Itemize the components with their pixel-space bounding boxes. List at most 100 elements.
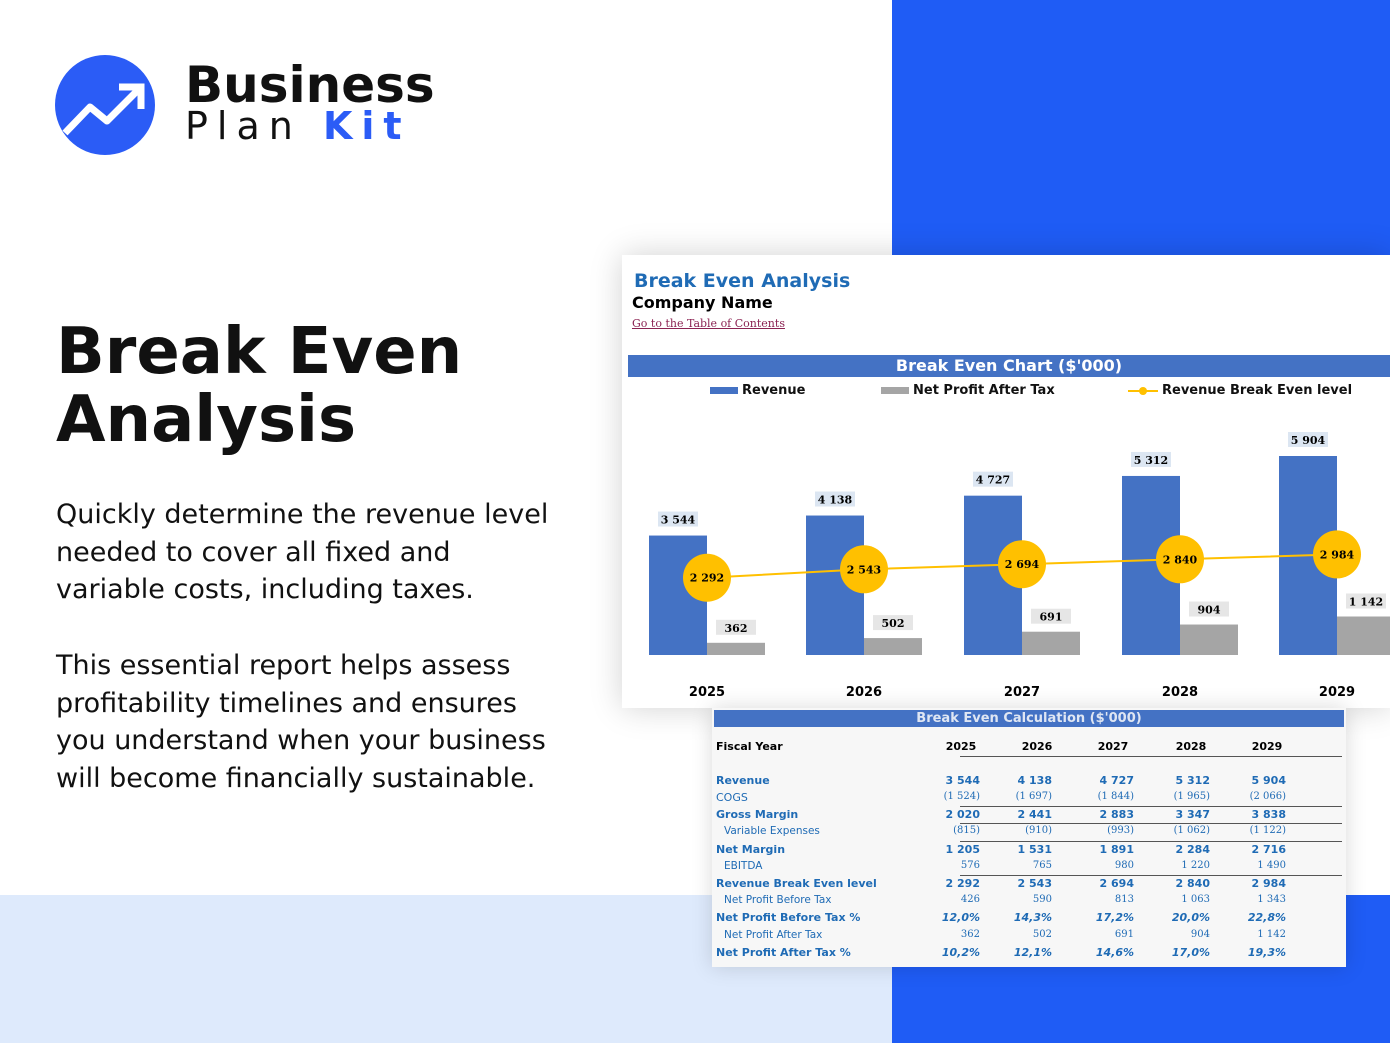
x-tick-label: 2028	[1162, 685, 1198, 700]
breakeven-point	[998, 540, 1046, 589]
cell-value: (1 697)	[1015, 791, 1052, 802]
npat-data-label-bg	[1031, 608, 1071, 624]
cell-value: 14,3%	[1013, 911, 1052, 924]
chart-sheet-panel: Break Even Analysis Company Name Go to t…	[622, 255, 1390, 708]
year-header: 2026	[1021, 740, 1053, 753]
npat-data-label: 502	[882, 617, 905, 630]
cell-value: (2 066)	[1249, 791, 1286, 802]
cell-value: 5 312	[1175, 774, 1210, 787]
cell-value: 904	[1190, 929, 1210, 940]
npat-data-label: 362	[725, 622, 748, 635]
x-tick-label: 2026	[846, 685, 882, 700]
cell-value: 2 694	[1099, 877, 1134, 890]
breakeven-point	[1156, 535, 1204, 584]
cell-value: 3 544	[945, 774, 980, 787]
cell-value: 2 840	[1175, 877, 1210, 890]
cell-value: 2 284	[1175, 843, 1210, 856]
revenue-data-label: 5 312	[1134, 454, 1168, 467]
npat-bar	[707, 642, 765, 655]
brand-kit: Kit	[322, 104, 411, 148]
cell-value: 12,0%	[941, 911, 980, 924]
row-label: Net Profit Before Tax %	[716, 911, 861, 924]
npat-data-label: 691	[1040, 611, 1063, 624]
table-divider	[960, 806, 1342, 807]
table-row: Gross Margin 2 020 2 441 2 883 3 347 3 838	[716, 808, 1342, 824]
table-row: Net Margin 1 205 1 531 1 891 2 284 2 716	[716, 843, 1342, 859]
year-header: 2029	[1251, 740, 1283, 753]
revenue-data-label-bg	[658, 511, 698, 527]
npat-bar	[864, 638, 922, 655]
legend-breakeven: Revenue Break Even level	[1128, 383, 1352, 398]
cell-value: 576	[960, 860, 980, 871]
cell-value: 3 838	[1251, 808, 1286, 821]
revenue-data-label-bg	[815, 491, 855, 507]
revenue-data-label: 5 904	[1291, 434, 1326, 447]
table-row: EBITDA 576 765 980 1 220 1 490	[716, 860, 1342, 876]
breakeven-point	[683, 553, 731, 602]
table-row: Revenue Break Even level 2 292 2 543 2 694 2…	[716, 877, 1342, 893]
row-label: Net Margin	[716, 843, 786, 856]
cell-value: 2 543	[1017, 877, 1052, 890]
cell-value: (1 844)	[1097, 791, 1134, 802]
revenue-data-label: 4 727	[976, 474, 1010, 487]
year-header: 2028	[1175, 740, 1207, 753]
cell-value: 17,2%	[1095, 911, 1134, 924]
legend-label: Revenue	[742, 383, 806, 398]
sheet-title: Break Even Analysis	[634, 270, 851, 292]
cell-value: 813	[1114, 894, 1134, 905]
cell-value: 980	[1114, 860, 1134, 871]
cell-value: 17,0%	[1171, 946, 1210, 959]
cell-value: 2 883	[1099, 808, 1134, 821]
table-row: Net Profit After Tax % 10,2% 12,1% 14,6% 17,…	[716, 946, 1342, 962]
npat-data-label: 904	[1198, 604, 1221, 617]
table-title: Break Even Calculation ($'000)	[714, 710, 1344, 727]
npat-data-label-bg	[1346, 593, 1386, 609]
toc-link[interactable]: Go to the Table of Contents	[632, 317, 785, 330]
cell-value: 2 292	[945, 877, 980, 890]
cell-value: 12,1%	[1013, 946, 1052, 959]
brand-plan: Plan	[185, 104, 302, 148]
breakeven-data-label: 2 543	[847, 563, 881, 576]
table-divider	[960, 841, 1342, 842]
npat-data-label-bg	[873, 615, 913, 631]
calculation-table: Break Even Calculation ($'000) Fiscal Ye…	[712, 708, 1346, 967]
revenue-data-label-bg	[973, 471, 1013, 487]
cell-value: (1 122)	[1249, 825, 1286, 836]
cell-value: 10,2%	[941, 946, 980, 959]
row-label: Net Profit After Tax %	[716, 946, 851, 959]
table-row: COGS (1 524) (1 697) (1 844) (1 965) (2 066)	[716, 791, 1342, 807]
brand-line1: Business	[185, 56, 435, 114]
cell-value: 362	[960, 929, 980, 940]
row-label: EBITDA	[724, 860, 763, 872]
legend-label: Net Profit After Tax	[913, 383, 1055, 398]
npat-bar	[1180, 624, 1238, 655]
cell-value: 1 343	[1257, 894, 1286, 905]
cell-value: 2 441	[1017, 808, 1052, 821]
table-divider	[960, 823, 1342, 824]
breakeven-point	[1313, 530, 1361, 579]
cell-value: 14,6%	[1095, 946, 1134, 959]
breakeven-point	[840, 545, 888, 594]
table-row: Variable Expenses (815) (910) (993) (1 062) (…	[716, 825, 1342, 841]
npat-data-label-bg	[716, 619, 756, 635]
table-row: Net Profit Before Tax % 12,0% 14,3% 17,2% 20…	[716, 911, 1342, 927]
x-tick-label: 2029	[1319, 685, 1355, 700]
table-divider	[960, 756, 1342, 757]
company-name: Company Name	[632, 293, 773, 312]
cell-value: 1 142	[1257, 929, 1286, 940]
legend-swatch	[710, 387, 738, 394]
cell-value: (993)	[1107, 825, 1134, 836]
cell-value: 502	[1032, 929, 1052, 940]
cell-value: 4 727	[1099, 774, 1134, 787]
cell-value: 2 716	[1251, 843, 1286, 856]
table-header-row: Fiscal Year 2025 2026 2027 2028 2029	[716, 740, 1342, 756]
legend-revenue: Revenue	[710, 383, 805, 398]
table-divider	[960, 875, 1342, 876]
row-label: Variable Expenses	[724, 825, 820, 837]
blue-decor-top	[892, 0, 1390, 255]
cell-value: 1 891	[1099, 843, 1134, 856]
cell-value: 1 220	[1181, 860, 1210, 871]
cell-value: 3 347	[1175, 808, 1210, 821]
breakeven-data-label: 2 292	[690, 572, 724, 585]
cell-value: 691	[1114, 929, 1134, 940]
